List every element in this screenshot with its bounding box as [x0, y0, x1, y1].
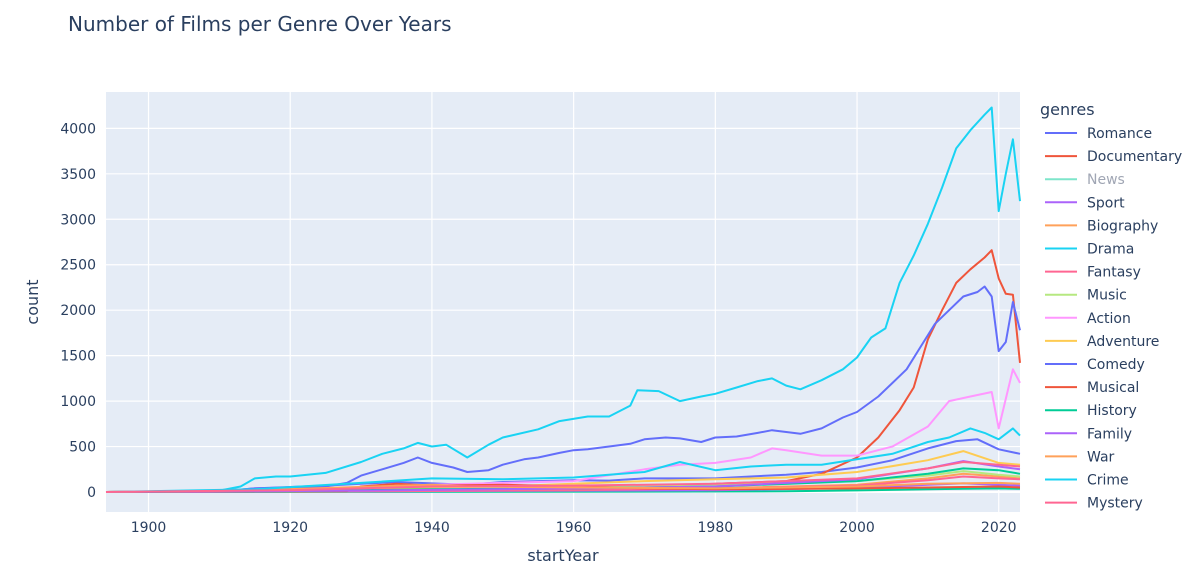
legend-label: Music	[1087, 288, 1127, 304]
legend-label: Biography	[1087, 218, 1158, 234]
legend-item-fantasy[interactable]: Fantasy	[1045, 265, 1141, 281]
legend-item-drama[interactable]: Drama	[1045, 242, 1134, 258]
y-tick-label: 1000	[60, 394, 96, 410]
legend-item-comedy[interactable]: Comedy	[1045, 357, 1145, 373]
legend-label: Romance	[1087, 126, 1152, 142]
legend-label: Family	[1087, 426, 1132, 442]
legend-label: War	[1087, 449, 1115, 465]
legend-item-war[interactable]: War	[1045, 449, 1115, 465]
legend-label: Adventure	[1087, 334, 1159, 350]
series-line-mystery[interactable]	[105, 461, 1021, 493]
y-tick-label: 1500	[60, 349, 96, 365]
legend-label: Documentary	[1087, 149, 1182, 165]
legend-item-action[interactable]: Action	[1045, 311, 1131, 327]
legend[interactable]: Romance Documentary News Sport Biography Dram…	[1045, 126, 1182, 512]
legend-item-mystery[interactable]: Mystery	[1045, 496, 1143, 512]
series-line-war[interactable]	[105, 481, 1021, 493]
y-tick-label: 3000	[60, 212, 96, 228]
y-tick-label: 4000	[60, 121, 96, 137]
legend-item-family[interactable]: Family	[1045, 426, 1132, 442]
legend-item-biography[interactable]: Biography	[1045, 218, 1158, 234]
legend-label: History	[1087, 403, 1137, 419]
series-line-crime[interactable]	[105, 427, 1021, 493]
series-line-comedy[interactable]	[105, 285, 1021, 493]
x-tick-label: 1920	[272, 520, 308, 536]
legend-label: Comedy	[1087, 357, 1145, 373]
y-tick-label: 3500	[60, 167, 96, 183]
legend-label: Action	[1087, 311, 1131, 327]
y-tick-label: 0	[87, 485, 96, 501]
legend-label: Musical	[1087, 380, 1139, 396]
x-tick-label: 2020	[981, 520, 1017, 536]
x-tick-label: 1980	[698, 520, 734, 536]
legend-item-news[interactable]: News	[1045, 172, 1125, 188]
legend-label: News	[1087, 172, 1125, 188]
legend-item-documentary[interactable]: Documentary	[1045, 149, 1182, 165]
legend-item-musical[interactable]: Musical	[1045, 380, 1139, 396]
legend-item-crime[interactable]: Crime	[1045, 473, 1129, 489]
x-tick-label: 1940	[414, 520, 450, 536]
chart-title: Number of Films per Genre Over Years	[68, 12, 452, 36]
legend-label: Fantasy	[1087, 265, 1141, 281]
legend-item-romance[interactable]: Romance	[1045, 126, 1152, 142]
legend-label: Drama	[1087, 242, 1134, 258]
legend-item-sport[interactable]: Sport	[1045, 195, 1125, 211]
axis-ticks: 1900 1920 1940 1960 1980 2000 2020 0 500 1000 1500…	[60, 121, 1016, 536]
legend-item-music[interactable]: Music	[1045, 288, 1127, 304]
x-tick-label: 2000	[839, 520, 875, 536]
plot-area	[106, 92, 1020, 512]
y-tick-label: 2500	[60, 258, 96, 274]
x-axis-title: startYear	[527, 546, 599, 565]
legend-label: Crime	[1087, 473, 1129, 489]
series-lines[interactable]	[105, 106, 1021, 493]
legend-label: Mystery	[1087, 496, 1143, 512]
legend-item-history[interactable]: History	[1045, 403, 1137, 419]
legend-label: Sport	[1087, 195, 1125, 211]
y-tick-label: 500	[69, 440, 96, 456]
legend-item-adventure[interactable]: Adventure	[1045, 334, 1159, 350]
series-line-drama[interactable]	[105, 106, 1021, 493]
y-axis-title: count	[23, 279, 42, 324]
x-tick-label: 1900	[131, 520, 167, 536]
legend-title: genres	[1040, 100, 1095, 119]
y-tick-label: 2000	[60, 303, 96, 319]
x-tick-label: 1960	[556, 520, 592, 536]
